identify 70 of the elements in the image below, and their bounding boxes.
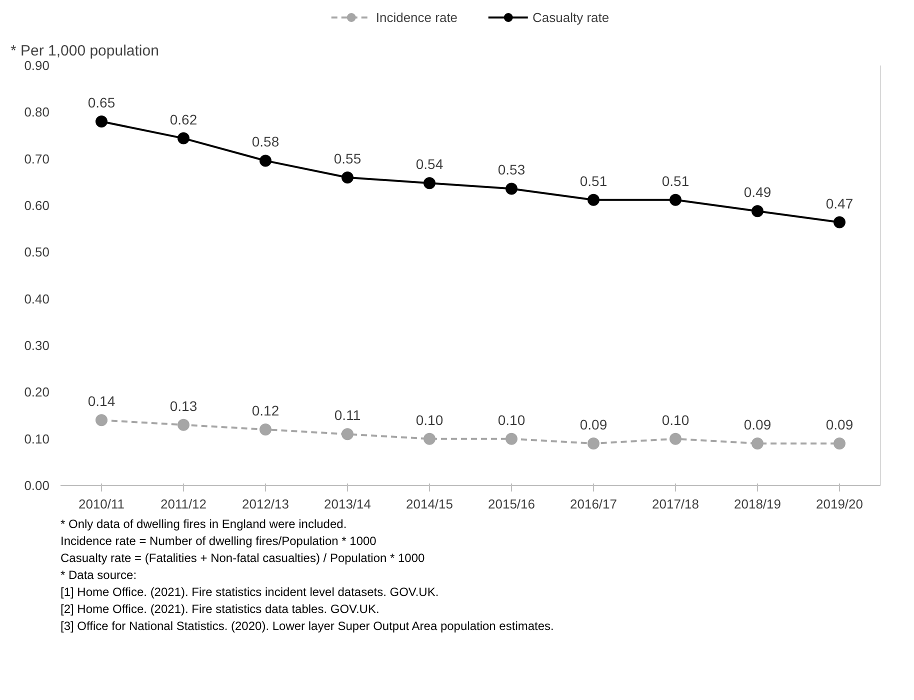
text: Casualty rate = (Fatalities + Non-fatal casualties) / Population * 1000: [60, 551, 426, 565]
x-tick-label: 2015/16: [488, 496, 536, 512]
legend-label: Casualty rate: [532, 10, 610, 24]
data-label: 0.09: [744, 416, 772, 432]
data-label: 0.11: [334, 407, 361, 424]
x-tick-label: 2019/20: [816, 496, 864, 512]
y-tick-label: 0.30: [24, 338, 50, 353]
data-label: 0.10: [662, 412, 690, 428]
point: [260, 424, 272, 436]
data-label: 0.13: [170, 398, 198, 414]
y-tick-label: 0.40: [24, 291, 50, 306]
data-label: 0.09: [826, 416, 854, 432]
y-tick-label: 0.20: [24, 384, 50, 400]
data-label: 0.12: [252, 402, 280, 418]
x-tick-label: 2014/15: [406, 496, 454, 512]
x-tick-label: 2013/14: [324, 496, 372, 512]
x-tick-label: 2017/18: [652, 496, 700, 512]
point: [506, 432, 518, 445]
point: [424, 177, 436, 190]
point: [588, 194, 600, 206]
point: [96, 116, 108, 128]
y-tick-label: 0.50: [24, 244, 50, 260]
x-tick-label: 2018/19: [734, 496, 782, 512]
legend-label: Incidence rate: [376, 10, 458, 24]
point: [834, 438, 846, 450]
data-label: 0.49: [744, 184, 772, 200]
x-tick-label: 2010/11: [78, 496, 125, 512]
data-label: 0.51: [662, 172, 690, 189]
data-label: 0.62: [170, 111, 198, 128]
y-tick-label: 0.70: [24, 151, 50, 166]
text: * Only data of dwelling fires in England were included.: [60, 517, 347, 531]
x-tick-label: 2016/17: [570, 496, 618, 512]
data-label: 0.09: [580, 416, 608, 432]
text: [2] Home Office. (2021). Fire statistics data tables. GOV.UK.: [60, 602, 380, 616]
x-tick-label: 2011/12: [160, 496, 207, 512]
data-label: 0.54: [416, 156, 444, 172]
data-label: 0.55: [334, 150, 362, 166]
text: * Data source:: [60, 568, 137, 582]
point: [178, 418, 190, 431]
point: [178, 132, 190, 144]
data-label: 0.53: [498, 162, 526, 178]
point: [670, 194, 682, 206]
data-label: 0.47: [826, 195, 854, 212]
text: Incidence rate = Number of dwelling fires/Population * 1000: [60, 534, 377, 548]
y-tick-label: 0.00: [24, 478, 50, 493]
point: [424, 432, 436, 445]
x-tick-label: 2012/13: [242, 496, 290, 512]
point: [506, 182, 518, 195]
data-label: 0.51: [580, 172, 608, 189]
data-label: 0.65: [88, 94, 116, 110]
data-label: 0.10: [498, 412, 526, 428]
point: [342, 428, 354, 440]
y-axis-title: * Per 1,000 population: [10, 42, 159, 60]
point: [834, 216, 846, 228]
point: [588, 438, 600, 450]
point: [96, 414, 108, 426]
point: [752, 438, 764, 450]
y-tick-label: 0.80: [24, 104, 50, 120]
y-tick-label: 0.90: [24, 58, 50, 73]
y-tick-label: 0.10: [24, 431, 50, 446]
point: [752, 205, 764, 218]
data-label: 0.14: [88, 393, 116, 410]
point: [342, 172, 354, 184]
text: [1] Home Office. (2021). Fire statistics incident level datasets. GOV.UK.: [60, 585, 439, 599]
y-tick-label: 0.60: [24, 198, 50, 213]
point: [670, 432, 682, 445]
data-label: 0.10: [416, 412, 444, 428]
text: [3] Office for National Statistics. (2020). Lower layer Super Output Area population estimates.: [60, 619, 554, 633]
data-label: 0.58: [252, 134, 280, 150]
point: [260, 154, 272, 167]
